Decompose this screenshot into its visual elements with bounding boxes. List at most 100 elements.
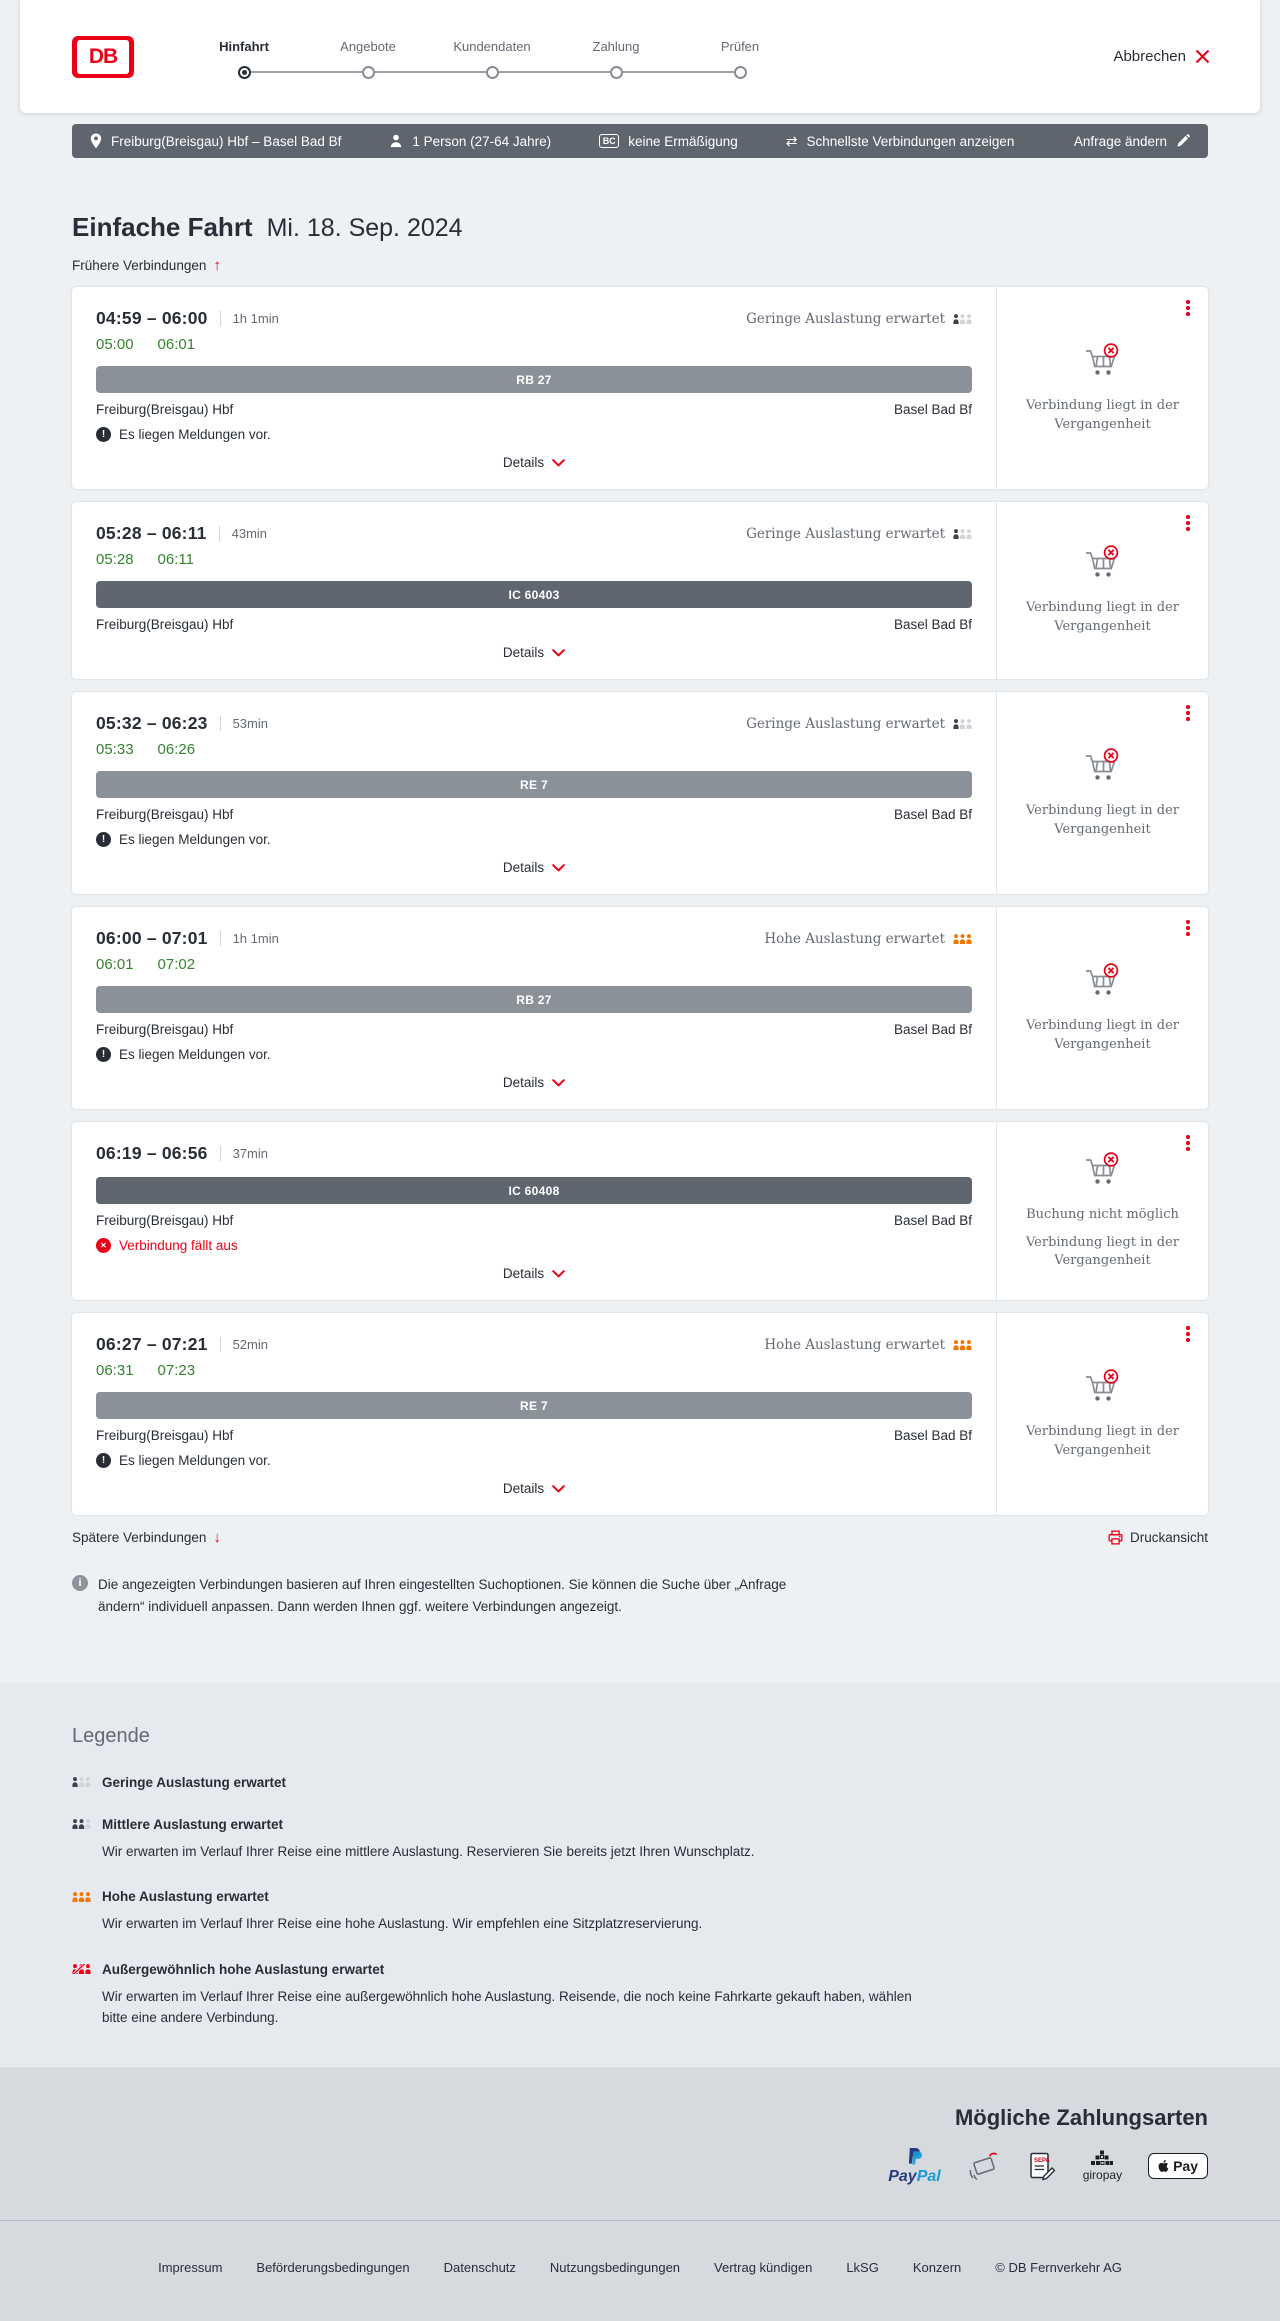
details-toggle-button[interactable]: Details <box>497 1475 571 1502</box>
booking-status-text: Verbindung liegt in der Vergangenheit <box>1025 802 1180 837</box>
details-toggle-button[interactable]: Details <box>497 449 571 476</box>
db-logo: DB <box>72 35 134 78</box>
occupancy-status: Geringe Auslastung erwartet <box>746 526 972 542</box>
step-connector <box>250 71 306 73</box>
step-connector <box>554 71 610 73</box>
chevron-down-icon <box>552 1484 565 1492</box>
footer-link[interactable]: Impressum <box>158 2259 223 2275</box>
train-segment-bar: RE 7 <box>96 771 972 798</box>
connection-duration: 53min <box>219 716 268 731</box>
occupancy-icon <box>953 528 972 539</box>
step-circle-icon <box>733 65 747 79</box>
connection-card: 06:27 – 07:21 52min Hohe Auslastung erwa… <box>72 1313 1208 1515</box>
close-icon <box>1195 49 1210 64</box>
details-toggle-button[interactable]: Details <box>497 1260 571 1287</box>
connection-card: 06:19 – 06:56 37min IC 60408 Freiburg(Br… <box>72 1122 1208 1300</box>
booking-status-text: Verbindung liegt in der Vergangenheit <box>1025 1017 1180 1052</box>
footer-link[interactable]: Beförderungsbedingungen <box>256 2259 410 2275</box>
wizard-step[interactable]: Prüfen <box>678 39 802 79</box>
step-connector <box>430 71 486 73</box>
arrival-station: Basel Bad Bf <box>893 807 972 822</box>
change-request-button[interactable]: Anfrage ändern <box>1074 134 1190 149</box>
arrival-station: Basel Bad Bf <box>893 1022 972 1037</box>
footer-link[interactable]: Nutzungsbedingungen <box>549 2259 681 2275</box>
step-connector <box>747 71 803 73</box>
chevron-down-icon <box>552 863 565 871</box>
footer-link[interactable]: LkSG <box>846 2259 879 2275</box>
train-segment-bar: RB 27 <box>96 366 972 393</box>
train-segment-bar: IC 60403 <box>96 581 972 608</box>
footer-link[interactable]: Konzern <box>912 2259 962 2275</box>
cart-unavailable-icon <box>1082 747 1124 790</box>
legend-item: Geringe Auslastung erwartet <box>72 1775 1208 1790</box>
chevron-down-icon <box>552 1269 565 1277</box>
print-view-link[interactable]: Druckansicht <box>1108 1530 1208 1545</box>
connection-card: 05:28 – 06:11 43min Geringe Auslastung e… <box>72 502 1208 679</box>
occupancy-icon <box>953 1339 972 1350</box>
svg-text:SEPA: SEPA <box>1034 2158 1051 2164</box>
departure-station: Freiburg(Breisgau) Hbf <box>96 402 234 417</box>
earlier-connections-link[interactable]: Frühere Verbindungen ↑ <box>72 257 221 274</box>
more-options-button[interactable] <box>1183 512 1193 534</box>
cart-unavailable-icon <box>1082 962 1124 1005</box>
realtime-times: 05:00 06:01 <box>96 336 972 353</box>
step-label: Hinfahrt <box>219 38 269 54</box>
train-segment-bar: RB 27 <box>96 986 972 1013</box>
train-label: RB 27 <box>516 992 552 1007</box>
connection-notice: Es liegen Meldungen vor. <box>96 1047 972 1062</box>
wizard-step[interactable]: Kundendaten <box>430 39 554 79</box>
step-label: Prüfen <box>720 38 760 54</box>
connection-notice: Es liegen Meldungen vor. <box>96 832 972 847</box>
more-options-button[interactable] <box>1183 1132 1193 1154</box>
legend-item: Außergewöhnlich hohe Auslastung erwartet… <box>72 1962 1208 2029</box>
details-toggle-button[interactable]: Details <box>497 639 571 666</box>
payment-title: Mögliche Zahlungsarten <box>954 2104 1208 2130</box>
details-toggle-button[interactable]: Details <box>497 1069 571 1096</box>
wizard-step[interactable]: Hinfahrt <box>182 39 306 79</box>
connection-times: 05:32 – 06:23 <box>96 713 208 733</box>
wizard-header: DB Hinfahrt Angebote <box>20 0 1260 113</box>
realtime-times: 06:31 07:23 <box>96 1362 972 1379</box>
realtime-departure: 05:33 <box>96 741 134 758</box>
step-connector <box>678 71 734 73</box>
realtime-departure: 05:28 <box>96 551 134 568</box>
legend-item-description: Wir erwarten im Verlauf Ihrer Reise eine… <box>102 1988 912 2026</box>
trip-type-title: Einfache Fahrt <box>72 212 253 242</box>
connection-card: 05:32 – 06:23 53min Geringe Auslastung e… <box>72 692 1208 894</box>
booking-status-text: Verbindung liegt in der Vergangenheit <box>1025 397 1180 432</box>
legend-section: Legende Geringe Auslastung erwartet <box>0 1682 1280 2067</box>
train-label: IC 60403 <box>508 587 560 602</box>
cancel-label: Abbrechen <box>1113 48 1186 65</box>
departure-station: Freiburg(Breisgau) Hbf <box>96 1022 234 1037</box>
cancel-button[interactable]: Abbrechen <box>1113 48 1210 65</box>
occupancy-icon <box>953 933 972 944</box>
query-passengers: 1 Person (27-64 Jahre) <box>389 134 551 149</box>
details-toggle-button[interactable]: Details <box>497 854 571 881</box>
wizard-step[interactable]: Zahlung <box>554 39 678 79</box>
train-segment-bar: IC 60408 <box>96 1177 972 1204</box>
notice-icon <box>96 832 111 847</box>
footer-link[interactable]: Vertrag kündigen <box>714 2259 813 2275</box>
query-route: Freiburg(Breisgau) Hbf – Basel Bad Bf <box>90 133 341 149</box>
more-options-button[interactable] <box>1183 702 1193 724</box>
occupancy-status: Hohe Auslastung erwartet <box>764 931 972 947</box>
footer-link[interactable]: Datenschutz <box>443 2259 516 2275</box>
more-options-button[interactable] <box>1183 297 1193 319</box>
footer-link[interactable]: © DB Fernverkehr AG <box>995 2259 1122 2275</box>
query-sort: ⇄ Schnellste Verbindungen anzeigen <box>785 133 1015 149</box>
arrow-down-icon: ↓ <box>213 1529 221 1546</box>
chevron-down-icon <box>552 458 565 466</box>
arrow-up-icon: ↑ <box>213 257 221 274</box>
more-options-button[interactable] <box>1183 917 1193 939</box>
step-connector <box>374 71 430 73</box>
wizard-step[interactable]: Angebote <box>306 39 430 79</box>
booking-status-text: Verbindung liegt in der Vergangenheit <box>1025 600 1180 634</box>
step-label: Kundendaten <box>453 38 531 54</box>
more-options-button[interactable] <box>1183 1323 1193 1345</box>
search-options-note: i Die angezeigten Verbindungen basieren … <box>72 1574 1208 1619</box>
occupancy-icon <box>72 1964 91 1975</box>
notice-icon <box>96 1238 111 1253</box>
train-segment-bar: RE 7 <box>96 1392 972 1419</box>
later-connections-link[interactable]: Spätere Verbindungen ↓ <box>72 1529 221 1546</box>
legend-title: Legende <box>72 1724 150 1747</box>
